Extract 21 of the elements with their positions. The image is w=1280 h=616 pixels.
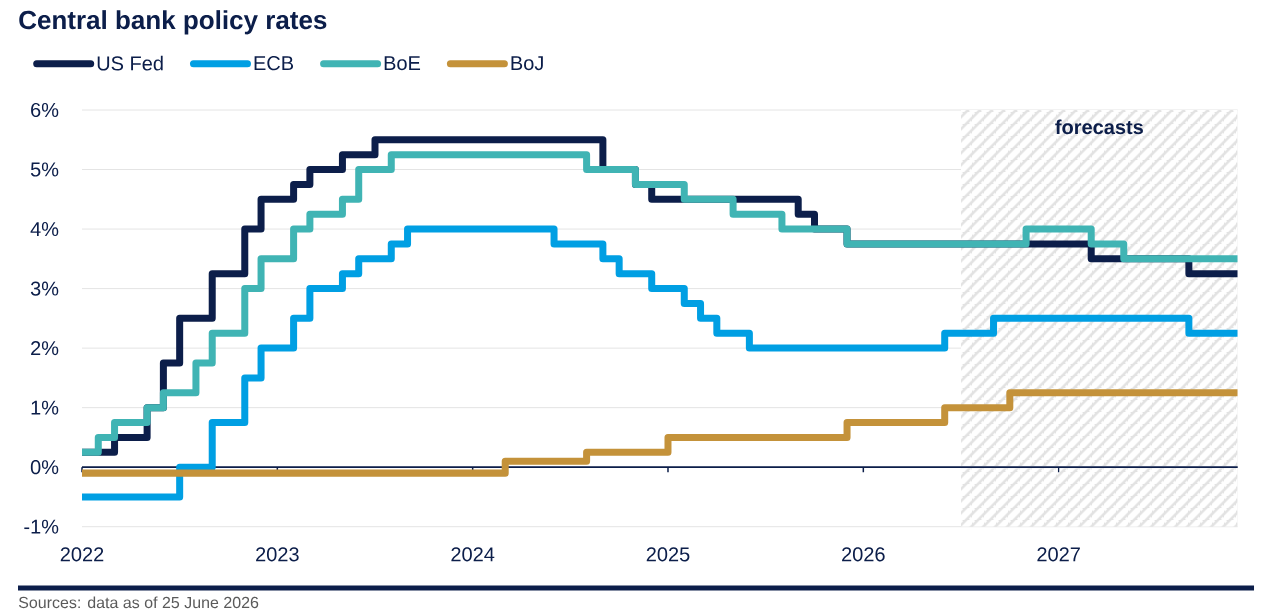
legend-label: ECB <box>254 56 294 71</box>
y-tick-label: 0% <box>30 460 59 475</box>
y-tick-label: 4% <box>30 222 59 237</box>
legend-label: BoE <box>384 56 421 71</box>
y-tick-label: -1% <box>24 519 59 534</box>
chart-title: Central bank policy rates <box>19 10 327 35</box>
y-tick-label: 1% <box>31 400 59 415</box>
x-tick-label: 2027 <box>1037 547 1080 562</box>
y-tick-label: 6% <box>31 102 59 118</box>
y-tick-label: 2% <box>31 341 59 356</box>
x-tick-label: 2022 <box>60 547 104 562</box>
x-tick-label: 2026 <box>842 547 885 562</box>
x-tick-label: 2023 <box>256 547 299 562</box>
x-tick-label: 2024 <box>451 547 495 562</box>
legend-label: US Fed <box>97 55 163 71</box>
y-tick-label: 5% <box>30 162 59 177</box>
x-tick-label: 2025 <box>646 547 690 562</box>
band-label: forecasts <box>1055 119 1143 135</box>
source-note: Sources: data as of 25 June 2026 <box>18 596 259 609</box>
y-tick-label: 3% <box>30 281 59 296</box>
legend-label: BoJ <box>511 56 543 71</box>
